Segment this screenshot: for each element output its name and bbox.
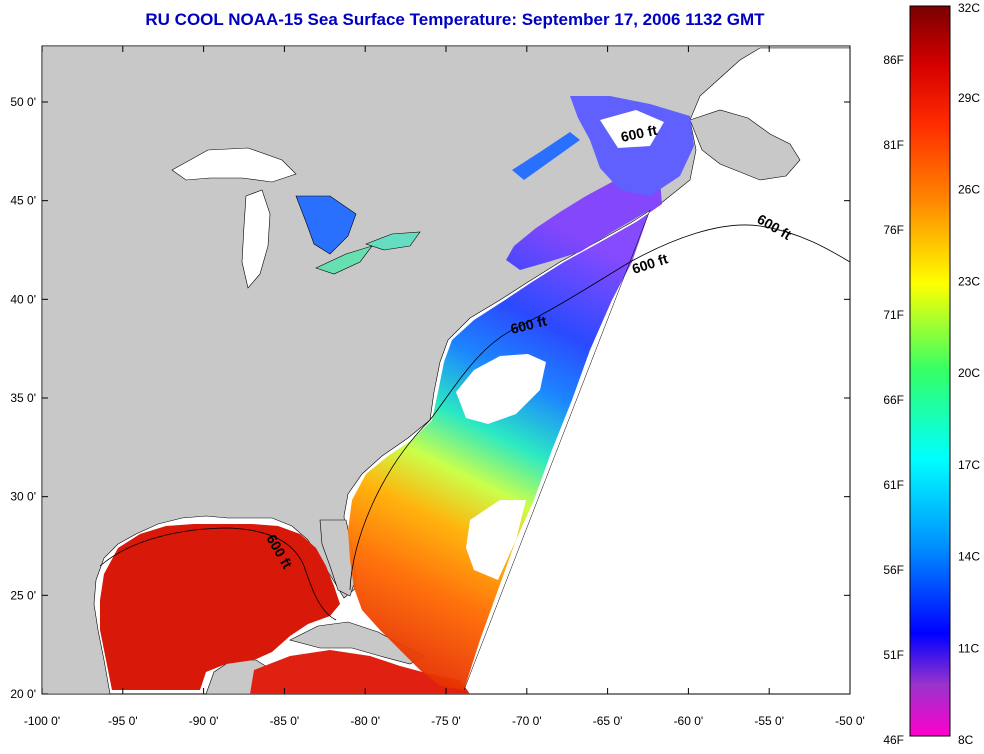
lon-tick-label: -90 0': [189, 714, 219, 728]
lat-tick-label: 40 0': [10, 292, 36, 306]
lat-tick-label: 20 0': [10, 687, 36, 701]
lat-tick-label: 45 0': [10, 194, 36, 208]
gulf-of-mexico-sst: [100, 524, 340, 690]
lon-tick-label: -100 0': [24, 714, 60, 728]
lake-superior: [171, 147, 297, 183]
colorbar-celsius-label: 17C: [958, 458, 980, 472]
colorbar-fahrenheit-label: 56F: [883, 563, 904, 577]
colorbar-celsius-label: 8C: [958, 733, 974, 747]
atlantic-sst-swath: [348, 170, 662, 690]
map-title: RU COOL NOAA-15 Sea Surface Temperature:…: [145, 10, 765, 29]
lat-tick-label: 35 0': [10, 391, 36, 405]
caribbean-sst: [250, 650, 470, 694]
lat-tick-label: 30 0': [10, 490, 36, 504]
colorbar: [909, 5, 951, 737]
florida-land: [319, 519, 357, 597]
lake-ontario: [365, 231, 421, 251]
colorbar-fahrenheit-label: 51F: [883, 648, 904, 662]
lon-tick-label: -80 0': [350, 714, 380, 728]
newfoundland-land: [689, 109, 801, 181]
cloud-gap: [466, 500, 526, 580]
lake-michigan: [241, 189, 271, 289]
colorbar-celsius-label: 29C: [958, 91, 980, 105]
lon-tick-label: -75 0': [431, 714, 461, 728]
colorbar-fahrenheit-label: 61F: [883, 478, 904, 492]
st-lawrence-river-sst: [512, 132, 580, 180]
swath-edge: [463, 209, 651, 691]
colorbar-fahrenheit-label: 81F: [883, 138, 904, 152]
colorbar-celsius-label: 20C: [958, 366, 980, 380]
lon-tick-label: -85 0': [270, 714, 300, 728]
shelf-contour-600ft: [99, 224, 850, 621]
contour-label-st-lawrence: 600 ft: [619, 122, 658, 145]
colorbar-fahrenheit-label: 71F: [883, 308, 904, 322]
colorbar-fahrenheit-label: 76F: [883, 223, 904, 237]
lon-tick-label: -50 0': [835, 714, 865, 728]
cloud-gap: [456, 354, 546, 424]
lat-tick-label: 50 0': [10, 95, 36, 109]
colorbar-fahrenheit-label: 66F: [883, 393, 904, 407]
lat-tick-label: 25 0': [10, 588, 36, 602]
colorbar-celsius-label: 14C: [958, 550, 980, 564]
cloud-gap: [600, 110, 664, 148]
lon-tick-label: -65 0': [593, 714, 623, 728]
lake-huron: [295, 195, 357, 255]
colorbar-celsius-label: 32C: [958, 1, 980, 15]
colorbar-celsius-label: 26C: [958, 183, 980, 197]
lake-erie: [315, 245, 373, 275]
lon-tick-label: -55 0': [754, 714, 784, 728]
lon-tick-label: -70 0': [512, 714, 542, 728]
colorbar-fahrenheit-label: 46F: [883, 733, 904, 747]
colorbar-celsius-label: 23C: [958, 274, 980, 288]
lon-tick-label: -95 0': [108, 714, 138, 728]
lon-tick-label: -60 0': [674, 714, 704, 728]
colorbar-celsius-label: 11C: [958, 641, 979, 655]
colorbar-fahrenheit-label: 86F: [883, 53, 904, 67]
